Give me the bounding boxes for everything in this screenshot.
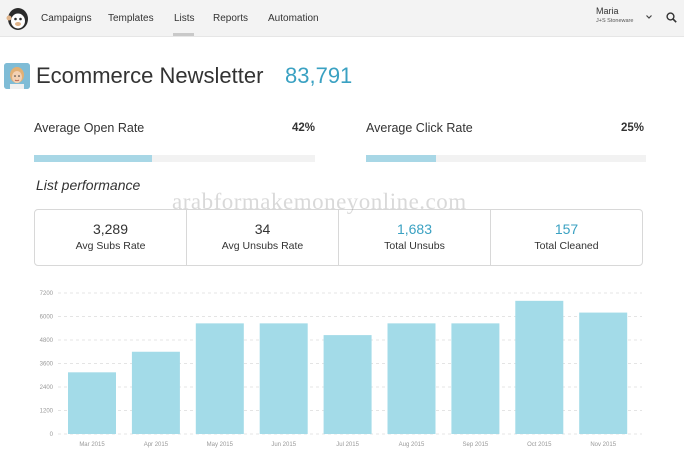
stat-label: Avg Unsubs Rate <box>221 240 304 252</box>
stat-total-cleaned[interactable]: 157 Total Cleaned <box>490 210 642 265</box>
chimp-logo-icon[interactable] <box>6 5 30 31</box>
click-rate-label: Average Click Rate <box>366 121 473 135</box>
stat-value: 34 <box>254 221 271 237</box>
user-org: J+S Stoneware <box>596 18 634 24</box>
nav-item-automation[interactable]: Automation <box>268 0 319 37</box>
x-tick-label: May 2015 <box>207 442 234 448</box>
bar-nov-2015[interactable] <box>579 312 628 434</box>
nav-item-lists[interactable]: Lists <box>174 0 195 37</box>
x-tick-label: Sep 2015 <box>463 442 489 448</box>
section-title: List performance <box>36 177 141 193</box>
y-tick-label: 7200 <box>40 291 54 297</box>
stat-avg-subs: 3,289 Avg Subs Rate <box>35 210 186 265</box>
nav-item-reports[interactable]: Reports <box>213 0 248 37</box>
bar-may-2015[interactable] <box>195 323 244 434</box>
x-tick-label: Nov 2015 <box>590 442 616 448</box>
open-rate-bar <box>34 155 315 162</box>
nav-item-templates[interactable]: Templates <box>108 0 154 37</box>
x-tick-label: Jun 2015 <box>271 442 296 448</box>
avatar-portrait-icon <box>4 63 30 89</box>
open-rate-fill <box>34 155 153 162</box>
page-title: Ecommerce Newsletter <box>36 63 264 88</box>
nav-campaigns-link[interactable]: Campaigns <box>41 13 92 24</box>
top-nav-bar: Campaigns Templates Lists Reports Automa… <box>0 0 684 37</box>
y-tick-label: 4800 <box>40 338 54 344</box>
bar-mar-2015[interactable] <box>68 372 116 434</box>
bar-sep-2015[interactable] <box>451 323 500 434</box>
nav-automation-link[interactable]: Automation <box>268 13 319 24</box>
subscriber-count: 83,791 <box>285 63 353 88</box>
open-rate-value: 42% <box>291 122 315 134</box>
avatar <box>4 63 30 89</box>
stat-label: Total Unsubs <box>384 240 445 252</box>
chevron-down-icon[interactable] <box>645 13 653 21</box>
click-rate-fill <box>366 155 436 162</box>
chart-svg: 0 1200 2400 3600 4800 6000 7200 Mar 2015 Apr 201… <box>40 291 642 448</box>
bar-oct-2015[interactable] <box>515 300 564 434</box>
y-tick-label: 6000 <box>40 315 54 321</box>
x-tick-label: Jul 2015 <box>336 442 359 448</box>
bar-jul-2015[interactable] <box>323 335 372 434</box>
stat-value[interactable]: 1,683 <box>396 221 433 237</box>
nav-item-campaigns[interactable]: Campaigns <box>41 0 92 37</box>
stat-value[interactable]: 157 <box>554 221 579 237</box>
user-name: Maria <box>596 6 619 16</box>
bar-aug-2015[interactable] <box>387 323 436 434</box>
stat-total-unsubs[interactable]: 1,683 Total Unsubs <box>338 210 490 265</box>
y-tick-label: 3600 <box>40 362 54 368</box>
list-growth-chart: 0 1200 2400 3600 4800 6000 7200 Mar 2015 Apr 201… <box>0 280 684 465</box>
click-rate-bar <box>366 155 646 162</box>
nav-reports-link[interactable]: Reports <box>213 13 249 24</box>
x-tick-label: Oct 2015 <box>527 442 552 448</box>
stat-label: Avg Subs Rate <box>75 240 146 252</box>
x-tick-label: Apr 2015 <box>144 442 169 448</box>
stat-avg-unsubs: 34 Avg Unsubs Rate <box>186 210 338 265</box>
bar-jun-2015[interactable] <box>259 323 308 434</box>
click-rate-value: 25% <box>620 122 644 134</box>
search-icon[interactable] <box>666 12 677 23</box>
x-tick-label: Aug 2015 <box>399 442 425 448</box>
stat-label: Total Cleaned <box>534 240 599 252</box>
active-tab-indicator <box>173 33 194 36</box>
bar-apr-2015[interactable] <box>131 351 180 434</box>
stat-value: 3,289 <box>92 221 129 237</box>
nav-lists-link[interactable]: Lists <box>174 13 195 24</box>
open-rate-label: Average Open Rate <box>34 121 145 135</box>
y-tick-label: 2400 <box>40 385 54 391</box>
user-menu[interactable]: Maria J+S Stoneware <box>596 7 633 25</box>
x-tick-label: Mar 2015 <box>79 442 105 448</box>
y-tick-label: 0 <box>50 432 54 438</box>
stats-panel: 3,289 Avg Subs Rate 34 Avg Unsubs Rate 1… <box>34 209 643 266</box>
nav-templates-link[interactable]: Templates <box>108 13 154 24</box>
y-tick-label: 1200 <box>40 409 54 415</box>
